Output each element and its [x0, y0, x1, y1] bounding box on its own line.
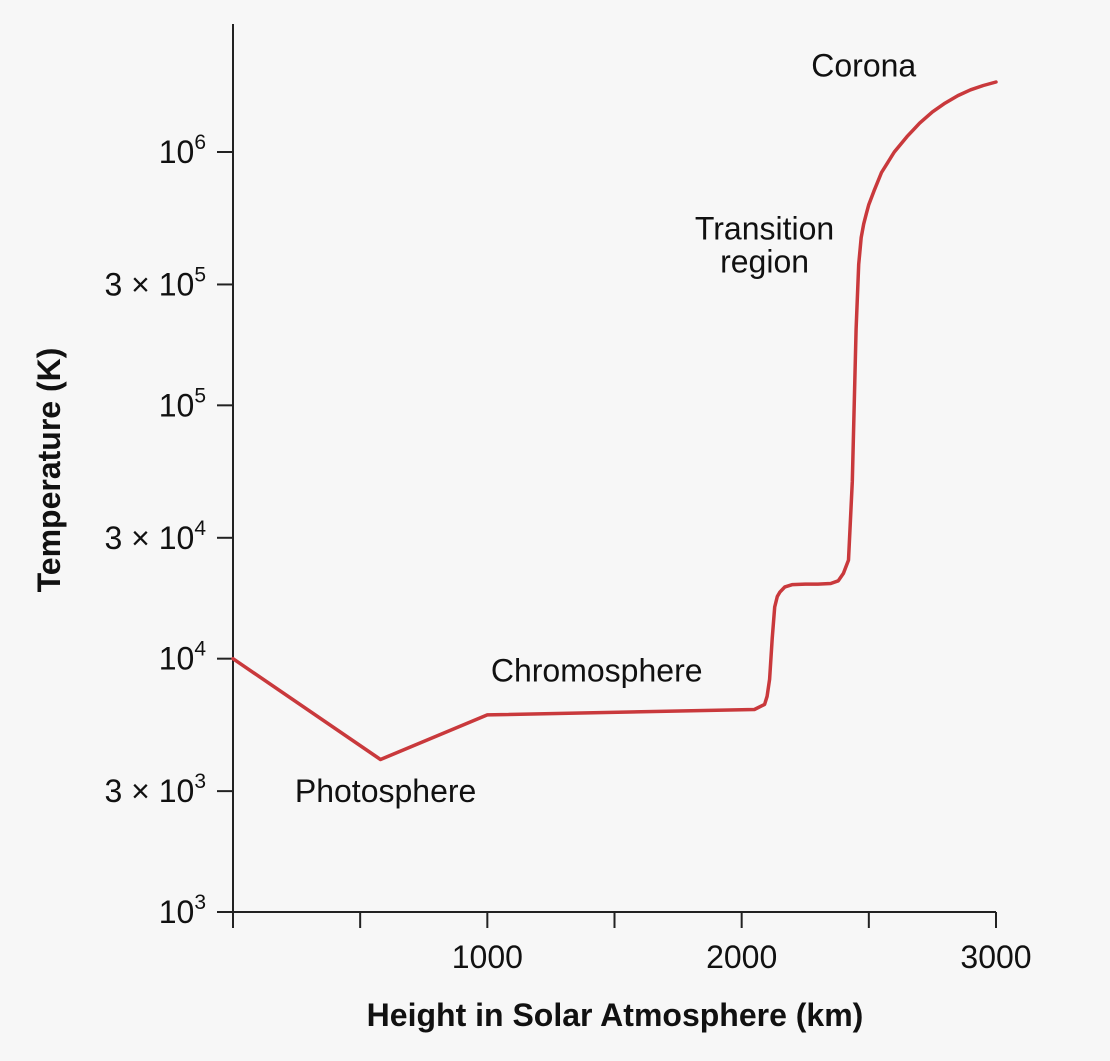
series-group [231, 80, 998, 762]
annotation-label: Chromosphere [491, 652, 703, 688]
y-axis-ticks: 103 3 × 103 104 3 × 104 105 3 × 105 106 [104, 131, 233, 930]
x-tick-label: 1000 [452, 939, 523, 975]
y-tick-label: 103 [159, 891, 206, 930]
annotation-label: region [720, 243, 809, 279]
annotation-label: Corona [811, 47, 916, 83]
y-tick-label: 3 × 105 [104, 263, 206, 302]
y-tick-label: 3 × 104 [104, 517, 206, 556]
x-axis-title: Height in Solar Atmosphere (km) [367, 997, 864, 1033]
y-axis-title: Temperature (K) [31, 348, 67, 593]
temperature-series-line [231, 80, 998, 762]
y-tick-label: 104 [159, 638, 207, 677]
y-tick-label: 106 [159, 131, 206, 170]
x-tick-label: 2000 [706, 939, 777, 975]
x-tick-label: 3000 [960, 939, 1031, 975]
y-tick-label: 105 [159, 384, 206, 423]
annotation-label: Photosphere [295, 773, 476, 809]
y-tick-label: 3 × 103 [104, 770, 206, 809]
x-axis-ticks: 1000 2000 3000 [232, 912, 1032, 975]
annotation-label: Transition [695, 210, 834, 246]
